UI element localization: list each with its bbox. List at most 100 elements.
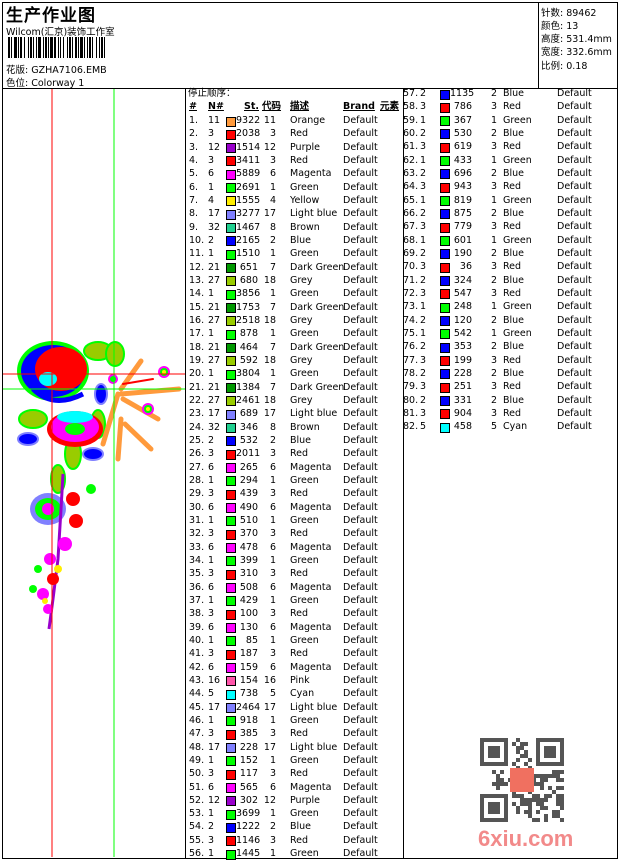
row-code: 2 — [490, 314, 497, 326]
color-swatch — [440, 249, 450, 260]
row-code: 2 — [490, 207, 497, 219]
row-stitches: 433 — [453, 154, 472, 166]
row-stitches: 120 — [453, 314, 472, 326]
row-needle: 6 — [208, 621, 215, 633]
row-stitches: 601 — [453, 234, 472, 246]
color-swatch — [226, 303, 236, 314]
row-brand: Default — [343, 154, 378, 166]
row-brand: Default — [343, 461, 378, 473]
row-code: 3 — [490, 287, 497, 299]
row-brand: Default — [343, 368, 378, 380]
row-index: 20. — [189, 368, 205, 380]
row-code: 6 — [269, 581, 276, 593]
row-code: 5 — [269, 688, 276, 700]
row-index: 71. — [403, 274, 419, 286]
row-code: 8 — [269, 221, 276, 233]
color-swatch — [440, 276, 450, 287]
row-description: Red — [503, 407, 522, 419]
row-stitches: 331 — [453, 394, 472, 406]
row-code: 1 — [269, 808, 276, 820]
color-swatch — [226, 423, 236, 434]
row-needle: 3 — [208, 154, 215, 166]
row-brand: Default — [343, 608, 378, 620]
row-brand: Default — [343, 181, 378, 193]
row-needle: 32 — [208, 221, 221, 233]
stat-colors: 颜色: 13 — [541, 21, 579, 32]
row-brand: Default — [557, 287, 592, 299]
row-needle: 27 — [208, 314, 221, 326]
row-description: Purple — [290, 141, 321, 153]
row-stitches: 508 — [239, 581, 258, 593]
row-code: 18 — [263, 314, 276, 326]
row-index: 62. — [403, 154, 419, 166]
row-code: 1 — [269, 754, 276, 766]
row-needle: 3 — [420, 181, 427, 193]
row-index: 69. — [403, 247, 419, 259]
row-brand: Default — [343, 488, 378, 500]
color-swatch — [440, 209, 450, 220]
row-needle: 2 — [420, 127, 427, 139]
row-stitches: 530 — [453, 127, 472, 139]
row-brand: Default — [343, 781, 378, 793]
row-needle: 1 — [208, 248, 215, 260]
row-index: 79. — [403, 381, 419, 393]
row-stitches: 1510 — [236, 248, 261, 260]
row-index: 13. — [189, 274, 205, 286]
row-stitches: 251 — [453, 381, 472, 393]
design-label: 花版: — [6, 65, 29, 76]
row-needle: 6 — [208, 541, 215, 553]
row-description: Green — [290, 288, 319, 300]
row-brand: Default — [343, 128, 378, 140]
row-description: Red — [290, 608, 309, 620]
row-description: Magenta — [290, 461, 332, 473]
color-swatch — [226, 236, 236, 247]
row-description: Green — [290, 634, 319, 646]
row-stitches: 36 — [459, 261, 472, 273]
row-description: Red — [290, 728, 309, 740]
colorway-label: 色位: — [6, 78, 29, 89]
row-description: Green — [503, 154, 532, 166]
color-swatch — [226, 703, 236, 714]
row-description: Green — [290, 754, 319, 766]
color-swatch — [226, 769, 236, 780]
row-stitches: 159 — [239, 661, 258, 673]
row-needle: 3 — [208, 728, 215, 740]
row-code: 3 — [490, 261, 497, 273]
row-description: Red — [503, 261, 522, 273]
row-code: 1 — [269, 634, 276, 646]
row-stitches: 294 — [239, 474, 258, 486]
row-description: Green — [503, 327, 532, 339]
row-brand: Default — [343, 834, 378, 846]
row-description: Brown — [290, 221, 320, 233]
color-swatch — [440, 316, 450, 327]
qr-code-watermark — [480, 738, 564, 822]
row-code: 1 — [490, 301, 497, 313]
row-stitches: 228 — [239, 741, 258, 753]
row-description: Red — [290, 448, 309, 460]
row-brand: Default — [557, 354, 592, 366]
row-brand: Default — [343, 514, 378, 526]
row-stitches: 2464 — [236, 701, 261, 713]
color-swatch — [226, 276, 236, 287]
row-description: Light blue — [290, 208, 338, 220]
row-code: 1 — [269, 514, 276, 526]
row-index: 29. — [189, 488, 205, 500]
color-swatch — [226, 209, 236, 220]
row-stitches: 1514 — [236, 141, 261, 153]
row-description: Dark Green — [290, 301, 345, 313]
row-needle: 5 — [420, 421, 427, 433]
row-brand: Default — [343, 594, 378, 606]
row-stitches: 248 — [453, 301, 472, 313]
color-swatch — [440, 236, 450, 247]
row-index: 42. — [189, 661, 205, 673]
row-stitches: 1753 — [236, 301, 261, 313]
row-code: 6 — [269, 781, 276, 793]
row-needle: 1 — [208, 848, 215, 860]
color-swatch — [226, 676, 236, 687]
row-brand: Default — [343, 434, 378, 446]
row-code: 1 — [269, 714, 276, 726]
row-brand: Default — [557, 141, 592, 153]
stop-sequence-caption: 停止顺序： — [188, 88, 236, 99]
row-needle: 1 — [208, 554, 215, 566]
color-swatch — [440, 196, 450, 207]
